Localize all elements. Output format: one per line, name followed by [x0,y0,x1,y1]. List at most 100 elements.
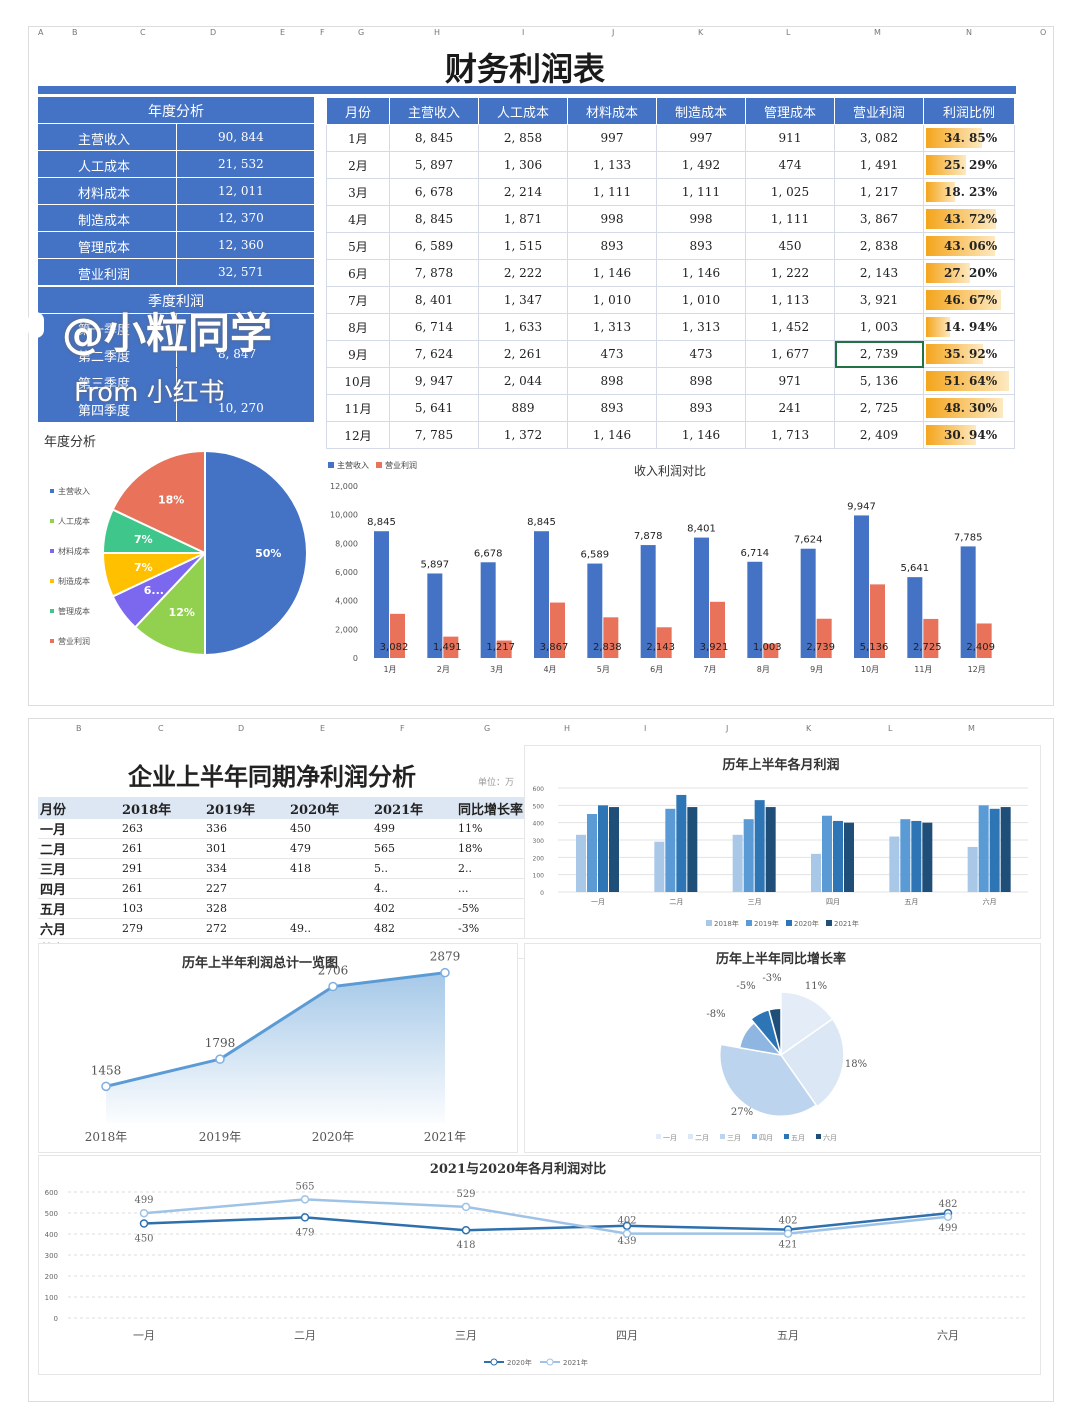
bar [687,807,698,892]
sheet1-title: 财务利润表 [444,50,605,88]
value-cell: 893 [567,394,657,422]
value-cell: 1, 222 [745,259,835,287]
compare-line-chart: 2021与2020年各月利润对比 0 100 200 300 400 500 600 450 47… [45,1161,1028,1367]
ratio-value: 18. 23% [944,185,998,199]
month-cell: 5月 [326,232,390,260]
value-cell: 9, 947 [389,367,479,395]
value-cell: 1, 713 [745,421,835,449]
bar-profit [443,636,459,658]
data-label: 1798 [205,1036,236,1050]
value-cell: 402 [372,898,456,919]
quarter-row-label: 第四季度 [78,404,131,419]
table-header: 月份 [38,797,120,819]
value-cell: 1, 313 [567,313,657,341]
value-cell: 1, 025 [745,178,835,206]
value-cell: 261 [120,878,204,899]
x-tick-label: 三月 [748,898,762,906]
value-cell: 997 [567,124,657,152]
table-row: 7月 8, 401 1, 347 1, 010 1, 010 1, 113 3, 921 46… [326,286,1015,314]
bar [900,819,911,892]
legend-marker [706,920,712,926]
y-tick-label: 0 [353,654,358,663]
value-cell: 1, 306 [478,151,568,179]
legend-marker [784,1134,789,1139]
legend-label: 2021年 [834,919,859,928]
bar [732,834,743,892]
table-row: 10月 9, 947 2, 044 898 898 971 5, 136 51. 64% [326,367,1015,395]
bar [665,808,676,892]
table-header: 2019年 [204,797,288,819]
y-tick-label: 0 [54,1315,58,1323]
annual-row-label: 营业利润 [78,268,131,283]
bar-data-label: 2,725 [913,642,942,653]
halfyear-profit-table: 月份 2018年 2019年 2020年 2021年 同比增长率 一月 263 336 450 4… [38,797,540,959]
column-header: I [522,28,525,37]
row-separator [176,205,177,231]
legend-label: 五月 [791,1134,805,1142]
pie-label: 11% [805,981,827,992]
bar [822,815,832,892]
value-cell: 1, 133 [567,151,657,179]
value-cell: 1, 146 [567,259,657,287]
value-cell: 1, 492 [656,151,746,179]
legend-label: 2021年 [563,1358,588,1367]
legend-label: 营业利润 [58,636,90,646]
value-cell: 7, 785 [389,421,479,449]
value-cell: 418 [288,858,372,879]
bar-data-label: 3,867 [540,642,569,653]
value-cell: 499 [372,819,456,839]
ratio-databar [926,155,966,175]
value-cell: 1, 677 [745,340,835,368]
annual-header: 年度分析 [38,97,314,123]
bar [654,841,665,892]
pie-slice [111,449,206,555]
data-point [461,1225,471,1235]
month-cell: 12月 [326,421,390,449]
value-cell: 450 [288,819,372,839]
ratio-value: 27. 20% [944,266,998,280]
bar-profit [550,602,565,658]
table-header: 2018年 [120,797,204,819]
value-cell: 263 [120,819,204,839]
annual-row-label: 材料成本 [78,187,131,202]
data-point [139,1208,149,1218]
area-line [105,971,446,1088]
selected-cell[interactable]: 2, 739 [834,340,924,368]
value-cell: 11% [456,819,540,839]
value-cell [288,878,372,899]
annual-row: 管理成本 12, 360 [38,232,314,258]
column-header: J [612,28,615,37]
y-tick-label: 300 [533,838,545,845]
column-header: B [76,724,82,733]
value-cell: 479 [288,838,372,859]
value-cell: 474 [745,151,835,179]
table-header: 2020年 [288,797,372,819]
ratio-databar [926,263,970,283]
x-tick-label: 7月 [703,665,716,674]
month-cell: 3月 [326,178,390,206]
x-tick-label: 12月 [968,665,986,674]
total-profit-area-chart: 历年上半年利润总计一览图 1458 2018年 1798 2019年 2706 2020年 2… [85,950,467,1144]
value-cell: 328 [204,898,288,919]
value-cell: 8, 401 [389,286,479,314]
x-tick-label: 2019年 [199,1130,242,1144]
x-tick-label: 四月 [616,1329,638,1342]
value-cell: 898 [567,367,657,395]
value-cell: 3, 082 [834,124,924,152]
quarter-row-label: 第二季度 [78,350,131,365]
bar [989,808,1000,892]
data-label: 482 [938,1199,957,1210]
area-fill [106,972,445,1123]
value-cell: 565 [372,838,456,859]
annual-row: 制造成本 12, 370 [38,205,314,231]
bar [587,814,597,892]
data-point [943,1212,953,1222]
value-cell: 2, 725 [834,394,924,422]
column-header: B [72,28,78,37]
bar [911,820,922,892]
value-cell: 911 [745,124,835,152]
x-tick-label: 二月 [669,898,683,906]
month-cell: 7月 [326,286,390,314]
value-cell: 1, 003 [834,313,924,341]
data-point [783,1229,793,1238]
